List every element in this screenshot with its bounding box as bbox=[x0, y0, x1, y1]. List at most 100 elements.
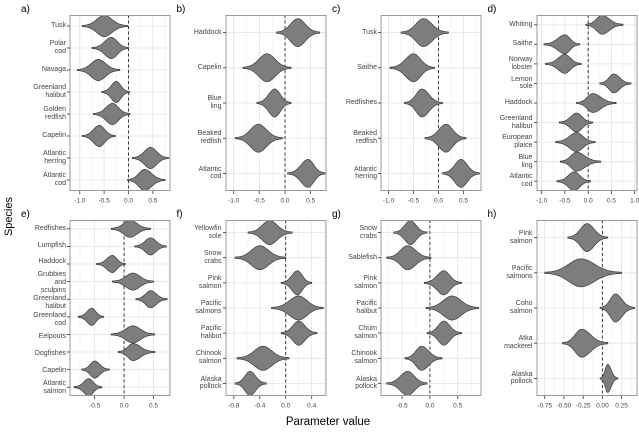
panel-letter: c) bbox=[332, 4, 341, 15]
species-label: Alaska pollock bbox=[484, 361, 534, 396]
species-label: Pacific halibut bbox=[173, 321, 223, 346]
species-label: Haddock bbox=[173, 15, 223, 50]
x-axis-title: Parameter value bbox=[285, 416, 371, 428]
y-tick-marks bbox=[67, 228, 70, 388]
x-tick-label: 0.0 bbox=[124, 198, 133, 205]
x-axis: -1.0 -0.5 0.0 0.5 1.0 bbox=[536, 191, 639, 205]
violin bbox=[73, 378, 103, 397]
panel-h: h) Pink salmon Pacific salmons Coho salmon… bbox=[484, 208, 639, 413]
violin bbox=[598, 73, 631, 94]
violins bbox=[76, 15, 169, 191]
panel-f: f) Yellowfin sole Snow crabs Pink salmon Pa… bbox=[173, 208, 329, 413]
species-label: Greenland cod bbox=[17, 311, 67, 328]
violin bbox=[404, 88, 443, 118]
species-label-text: Beaked redfish bbox=[353, 130, 377, 146]
species-label-text: Redfishes bbox=[34, 224, 66, 232]
x-axis: -1.0 -0.5 0.0 0.5 bbox=[383, 191, 468, 205]
species-label: Beaked redfish bbox=[328, 121, 378, 156]
species-label-text: Atlantic herring bbox=[354, 165, 377, 181]
x-tick-label: -0.50 bbox=[556, 403, 571, 410]
violin bbox=[558, 112, 593, 133]
species-label: Polar cod bbox=[17, 37, 67, 59]
violin bbox=[599, 293, 635, 323]
species-label: Pink salmon bbox=[484, 220, 534, 255]
panel-d: d) Whiting Saithe Norway lobster Lemon sole… bbox=[484, 3, 639, 208]
species-label: Tusk bbox=[328, 15, 378, 50]
x-tick-label: 0.0 bbox=[583, 198, 592, 205]
species-label: Navaga bbox=[17, 59, 67, 81]
species-label: Haddock bbox=[17, 254, 67, 271]
species-label: Whiting bbox=[484, 15, 534, 35]
x-axis: -1.0 -0.5 0.0 0.5 bbox=[74, 191, 158, 205]
violin bbox=[286, 159, 325, 188]
violin bbox=[544, 54, 582, 74]
y-tick-marks bbox=[222, 232, 226, 384]
violin bbox=[404, 345, 443, 371]
x-tick-label: 0.5 bbox=[459, 198, 468, 205]
species-label: Tusk bbox=[17, 15, 67, 37]
species-label: Atlantic cod bbox=[484, 172, 534, 192]
x-tick-label: 0.0 bbox=[280, 198, 289, 205]
violins bbox=[386, 220, 480, 396]
species-label: Lemon sole bbox=[484, 74, 534, 94]
species-label: Blue ling bbox=[484, 152, 534, 172]
panel-letter: h) bbox=[487, 209, 497, 220]
x-tick-label: -0.8 bbox=[228, 403, 240, 410]
species-label: Grubbies and sculpins bbox=[17, 271, 67, 294]
species-label-text: Norway lobster bbox=[508, 56, 533, 71]
violin-plot-svg: -0.5 0.0 0.5 bbox=[67, 219, 171, 410]
violin bbox=[556, 171, 591, 192]
species-label-text: Sablefish bbox=[348, 253, 377, 261]
violin bbox=[280, 320, 317, 346]
species-label: Atlantic herring bbox=[328, 156, 378, 191]
species-label-text: Atlantic cod bbox=[43, 172, 66, 187]
species-label: Blue ling bbox=[173, 85, 223, 120]
y-tick-marks bbox=[533, 24, 537, 182]
violin bbox=[559, 151, 601, 172]
species-label-text: Redfishes bbox=[345, 99, 377, 107]
species-label-text: Navaga bbox=[41, 66, 66, 74]
species-label-text: Chinook salmon bbox=[195, 350, 222, 366]
species-label-text: Atlantic cod bbox=[198, 165, 222, 181]
species-label-text: Atka mackerel bbox=[504, 335, 533, 351]
species-label: Capelin bbox=[17, 362, 67, 379]
species-label: Capelin bbox=[17, 125, 67, 147]
violin-plot-svg: -1.0 -0.5 0.0 0.5 bbox=[378, 15, 482, 205]
species-label: Norway lobster bbox=[484, 54, 534, 74]
species-label-text: Pacific halibut bbox=[356, 300, 377, 315]
violin bbox=[543, 258, 622, 288]
x-tick-label: 0.5 bbox=[149, 403, 158, 410]
species-axis-labels: Whiting Saithe Norway lobster Lemon sole Had… bbox=[484, 15, 534, 191]
species-label: Redfishes bbox=[328, 85, 378, 120]
species-label: Saithe bbox=[484, 35, 534, 55]
violin bbox=[135, 290, 168, 309]
violin bbox=[400, 18, 449, 47]
violin bbox=[127, 169, 166, 191]
species-label-text: Pacific salmons bbox=[195, 300, 222, 315]
violin bbox=[386, 245, 432, 271]
species-label: Sablefish bbox=[328, 245, 378, 270]
panel-grid: a) Tusk Polar cod Navaga Greenland halibut G… bbox=[17, 3, 639, 413]
species-label: Chum salmon bbox=[328, 321, 378, 346]
violin bbox=[247, 220, 293, 245]
species-label-text: Atlantic cod bbox=[509, 173, 533, 189]
species-label-text: Polar cod bbox=[49, 40, 66, 55]
species-label: Atlantic cod bbox=[173, 156, 223, 191]
species-label: Atlantic cod bbox=[17, 169, 67, 191]
species-label-text: Whiting bbox=[509, 20, 533, 28]
species-label: Pink salmon bbox=[173, 270, 223, 295]
species-label-text: Atlantic salmon bbox=[43, 379, 66, 395]
violin-plot-svg: -0.75 -0.50 -0.25 0.00 0.25 bbox=[533, 220, 637, 410]
x-tick-label: 0.4 bbox=[307, 403, 316, 410]
x-tick-label: 0.5 bbox=[306, 198, 315, 205]
violin-plot-svg: -1.0 -0.5 0.0 0.5 bbox=[222, 15, 326, 205]
species-label: Atlantic herring bbox=[17, 147, 67, 169]
violin bbox=[91, 37, 129, 59]
x-axis: -0.8 -0.4 0.0 0.4 bbox=[228, 396, 316, 410]
violin bbox=[424, 123, 467, 153]
species-label: Greenland halibut bbox=[17, 294, 67, 311]
species-label: Eelpouts bbox=[17, 328, 67, 345]
species-label: Chinook salmon bbox=[328, 346, 378, 371]
species-label: Atka mackerel bbox=[484, 326, 534, 361]
species-label-text: Alaska pollock bbox=[510, 370, 533, 386]
